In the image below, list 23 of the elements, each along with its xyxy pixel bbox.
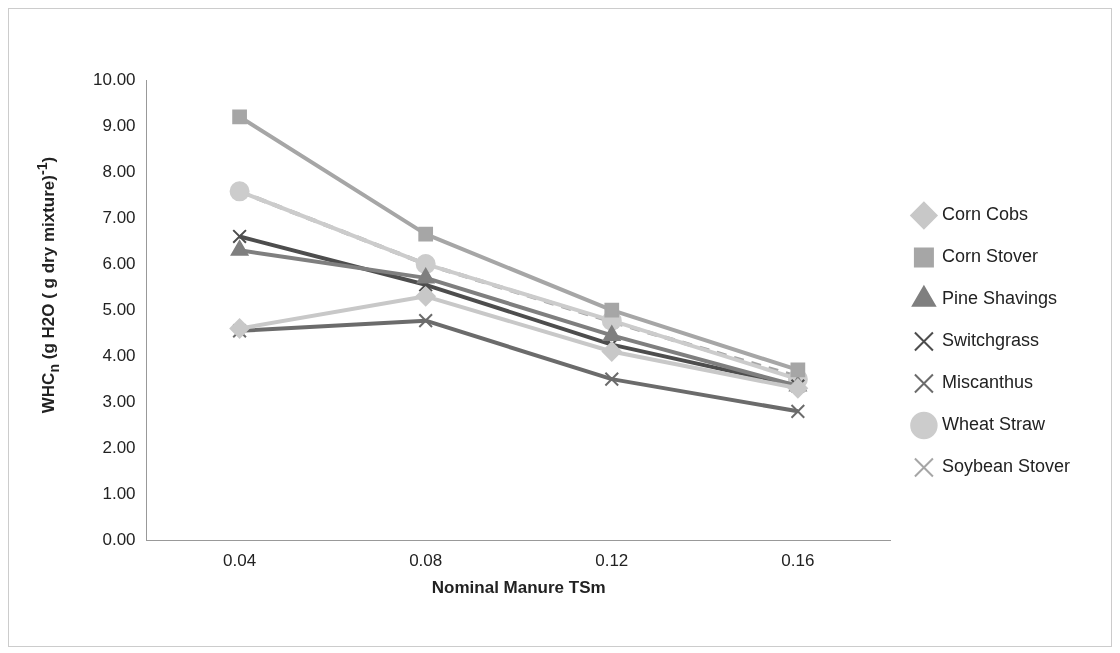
y-tick-label: 6.00 [102,253,136,273]
x-tick-label: 0.04 [223,551,257,571]
y-tick-label: 1.00 [102,483,136,503]
x-tick-label: 0.08 [409,551,443,571]
y-tick-label: 7.00 [102,207,136,227]
y-tick-label: 2.00 [102,437,136,457]
legend-label: Miscanthus [941,372,1033,393]
legend-label: Corn Cobs [941,204,1028,225]
x-tick-label: 0.12 [595,551,629,571]
legend-label: Corn Stover [941,246,1038,267]
legend-label: Switchgrass [941,330,1039,351]
y-tick-label: 4.00 [102,345,136,365]
x-tick-label: 0.16 [781,551,815,571]
legend-label: Soybean Stover [941,456,1071,477]
x-axis-title: Nominal Manure TSm [431,578,606,598]
legend-label: Pine Shavings [941,288,1057,309]
y-tick-label: 8.00 [102,161,136,181]
y-tick-label: 0.00 [102,529,136,549]
legend-label: Wheat Straw [941,414,1046,435]
y-tick-label: 9.00 [102,115,136,135]
y-tick-label: 10.00 [92,69,136,89]
y-tick-label: 3.00 [102,391,136,411]
y-tick-label: 5.00 [102,299,136,319]
